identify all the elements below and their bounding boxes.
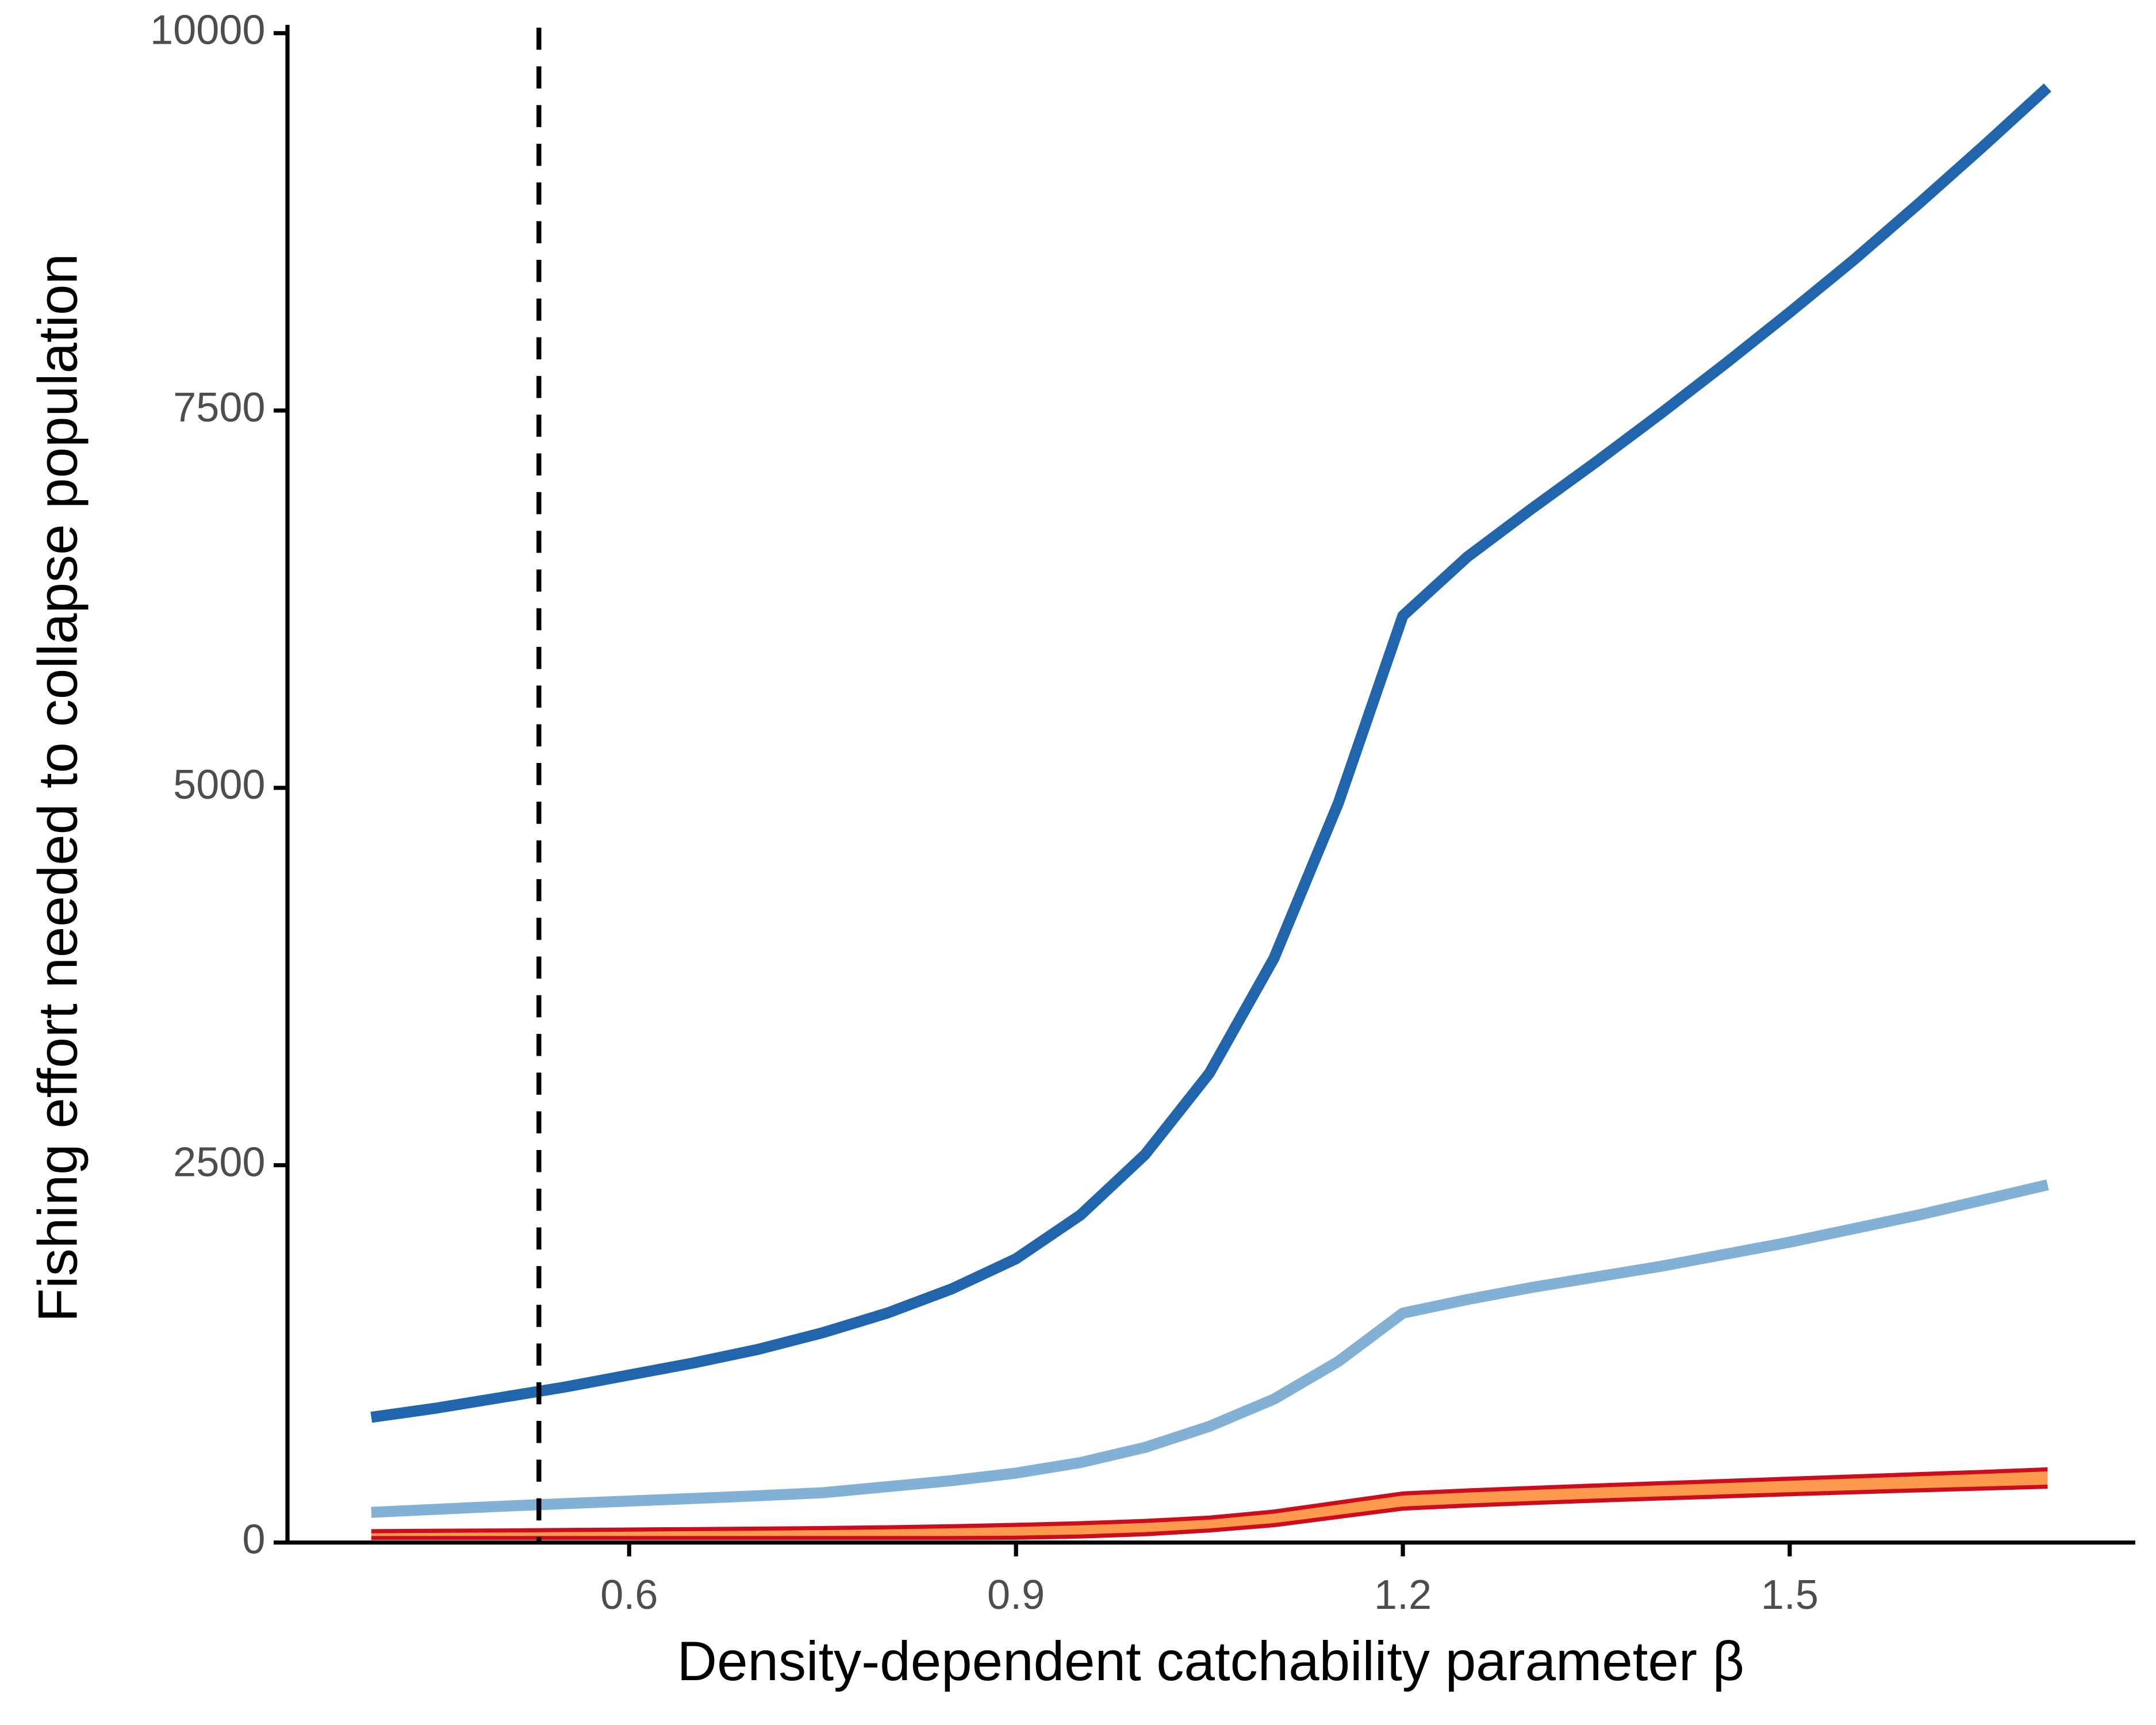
y-tick-label: 2500 — [173, 1139, 265, 1185]
y-tick-label: 10000 — [150, 7, 266, 53]
x-tick-label: 0.6 — [600, 1572, 658, 1618]
x-tick-label: 1.2 — [1374, 1572, 1432, 1618]
x-axis-title: Density-dependent catchability parameter… — [677, 1631, 1744, 1692]
band-lower-line — [371, 1484, 2048, 1540]
y-axis-title: Fishing effort needed to collapse popula… — [28, 254, 89, 1322]
y-tick-label: 0 — [242, 1517, 265, 1563]
band-upper-line — [371, 1467, 2048, 1534]
series-line — [371, 1179, 2049, 1518]
series-line — [370, 83, 2051, 1423]
y-tick-label: 7500 — [173, 385, 265, 431]
band-fill — [371, 1469, 2048, 1538]
y-tick-label: 5000 — [173, 762, 265, 808]
x-tick-label: 1.5 — [1761, 1572, 1819, 1618]
x-tick-label: 0.9 — [987, 1572, 1045, 1618]
